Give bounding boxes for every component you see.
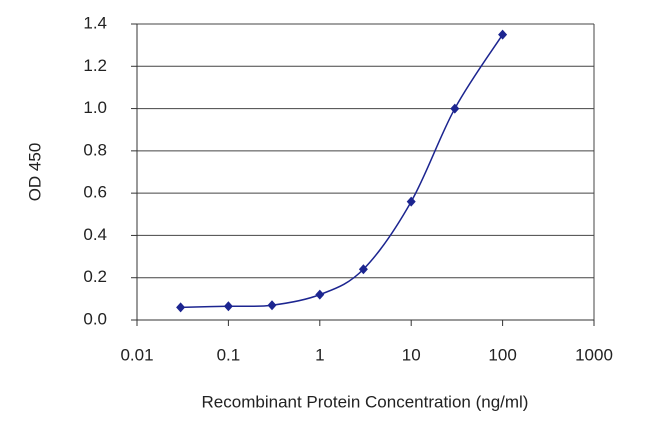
y-tick-label: 1.0 [83,98,107,117]
y-tick-label: 0.8 [83,140,107,159]
x-tick-label: 1000 [575,345,613,364]
x-tick-label: 0.1 [217,345,241,364]
x-tick-label: 0.01 [120,345,153,364]
y-axis-label: OD 450 [25,143,44,202]
data-point [498,29,508,40]
y-tick-label: 1.2 [83,56,107,75]
y-tick-label: 0.2 [83,267,107,286]
x-axis-label: Recombinant Protein Concentration (ng/ml… [202,392,529,411]
x-tick-label: 10 [402,345,421,364]
data-point [223,301,233,312]
data-point [267,300,277,311]
x-tick-label: 1 [315,345,324,364]
data-point [176,302,186,313]
data-point [406,196,416,207]
y-tick-label: 0.0 [83,309,107,328]
x-tick-label: 100 [488,345,516,364]
y-tick-label: 0.4 [83,225,107,244]
data-point [358,264,368,275]
y-tick-label: 0.6 [83,183,107,202]
y-tick-label: 1.4 [83,13,107,32]
data-line [180,34,504,309]
data-point [315,289,325,300]
data-point [450,103,460,114]
